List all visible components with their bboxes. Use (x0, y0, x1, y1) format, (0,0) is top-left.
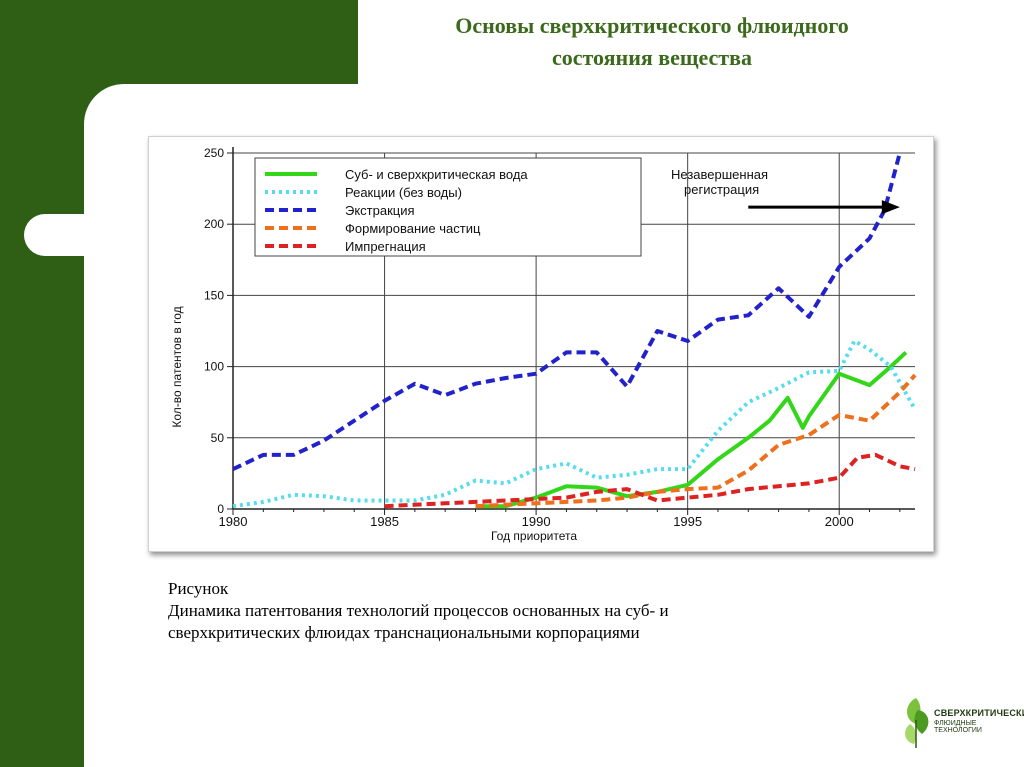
legend-box (254, 157, 642, 257)
annotation-arrow-head (881, 200, 900, 215)
annotation-text-line-2: регистрация (684, 182, 759, 197)
series-line-4 (384, 452, 916, 509)
slide-title: Основы сверхкритического флюидного состо… (360, 10, 944, 74)
series-line-0 (475, 350, 908, 509)
legend-label-4: Импрегнация (345, 239, 426, 254)
company-logo: СВЕРХКРИТИЧЕСКИЕ ФЛЮИДНЫЕ ТЕХНОЛОГИИ (900, 690, 1024, 760)
caption-line-3: сверхкритических флюидах транснациональн… (168, 623, 640, 642)
caption-line-2: Динамика патентования технологий процесс… (168, 601, 669, 620)
legend-label-1: Реакции (без воды) (345, 185, 462, 200)
y-tick-label-50: 50 (211, 431, 225, 445)
legend-label-3: Формирование частиц (345, 221, 481, 236)
x-tick-label-1990: 1990 (522, 514, 551, 529)
chart-annotation: Незавершенная регистрация (671, 167, 900, 215)
slide-title-line-2: состояния вещества (552, 45, 752, 70)
legend-label-0: Суб- и сверхкритическая вода (345, 167, 528, 182)
y-tick-label-250: 250 (204, 146, 224, 160)
figure-caption: Рисунок Динамика патентования технологий… (168, 578, 848, 644)
decorative-tab (24, 214, 124, 256)
x-axis-label: Год приоритета (491, 529, 577, 543)
series-line-2 (232, 152, 902, 471)
legend-label-2: Экстракция (345, 203, 415, 218)
x-tick-label-2000: 2000 (825, 514, 854, 529)
y-tick-label-150: 150 (204, 288, 224, 302)
x-tick-label-1995: 1995 (673, 514, 702, 529)
x-tick-label-1980: 1980 (219, 514, 248, 529)
annotation-text-line-1: Незавершенная (671, 167, 768, 182)
logo-subtitle: ФЛЮИДНЫЕ ТЕХНОЛОГИИ (934, 720, 982, 734)
x-tick-label-1985: 1985 (370, 514, 399, 529)
chart-legend: Суб- и сверхкритическая вода Реакции (без… (254, 157, 642, 257)
y-axis-label: Кол-во патентов в год (170, 306, 184, 427)
title-area (358, 0, 1024, 84)
series-line-1 (232, 339, 917, 509)
chart-frame: 0 50 100 150 200 250 1980 1985 1990 1995 2000 Суб-… (148, 136, 934, 552)
slide-title-line-1: Основы сверхкритического флюидного (455, 13, 849, 38)
series-line-3 (475, 373, 917, 509)
chart-axes: 0 50 100 150 200 250 1980 1985 1990 1995 2000 (204, 146, 915, 529)
y-tick-label-0: 0 (217, 502, 224, 516)
caption-line-1: Рисунок (168, 579, 229, 598)
patent-dynamics-chart: 0 50 100 150 200 250 1980 1985 1990 1995 2000 Суб-… (170, 146, 917, 543)
y-tick-label-100: 100 (204, 360, 224, 374)
chart-series (232, 152, 917, 509)
y-tick-label-200: 200 (204, 217, 224, 231)
logo-brand: СВЕРХКРИТИЧЕСКИЕ (934, 708, 1024, 718)
leaf-icon (905, 698, 929, 748)
